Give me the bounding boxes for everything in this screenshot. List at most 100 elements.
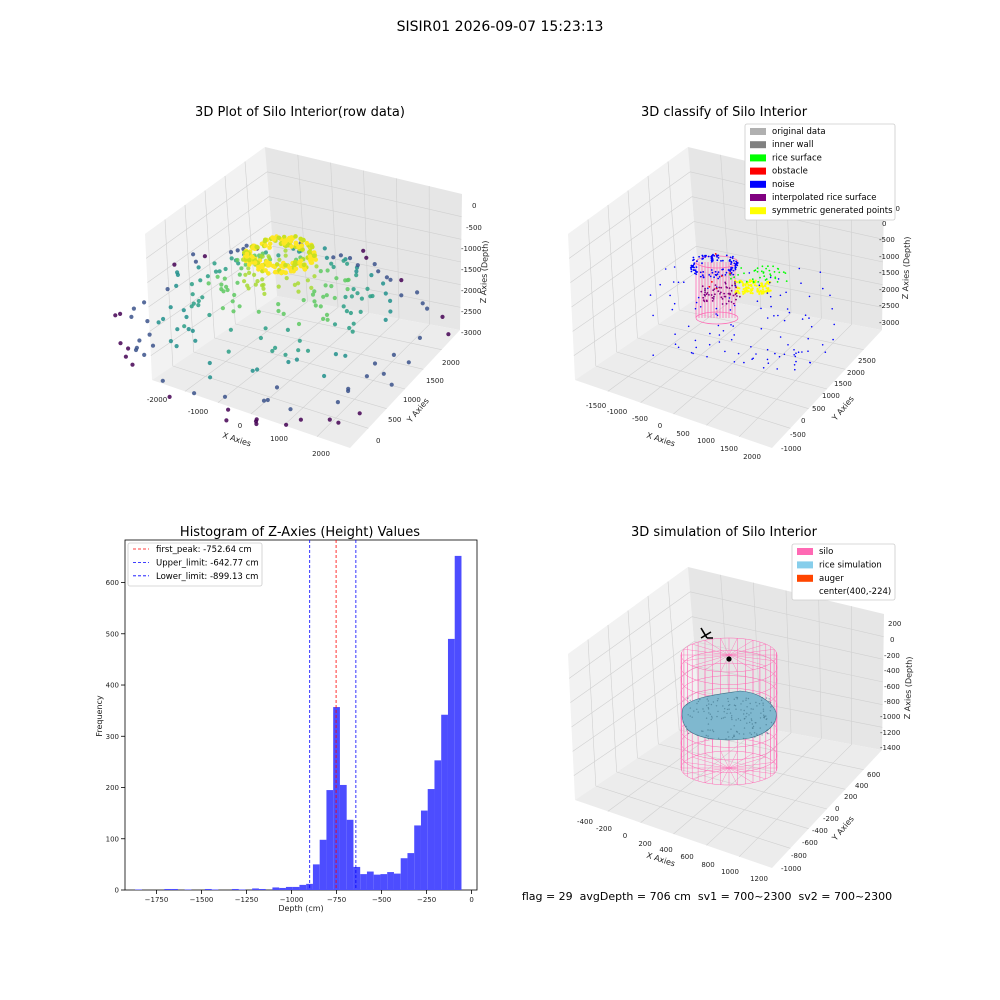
rice-mesh-node <box>703 710 705 713</box>
panel4-rice-surface <box>681 690 777 741</box>
symmetric-point <box>767 287 770 290</box>
noise-point <box>824 351 827 354</box>
rice-mesh-node <box>701 730 703 732</box>
interpolated-point <box>731 284 733 287</box>
histogram-bar <box>312 864 320 890</box>
data-point <box>150 343 156 348</box>
interpolated-point <box>734 281 736 283</box>
data-point <box>288 268 294 274</box>
data-point <box>198 278 203 283</box>
noise-point <box>743 361 745 364</box>
data-point <box>192 391 197 396</box>
panel2-legend-swatch <box>750 194 766 201</box>
panel4-ytick: -200 <box>823 815 839 823</box>
rice-surface-point <box>754 269 757 272</box>
data-point <box>130 362 135 367</box>
rice-mesh-node <box>746 706 748 708</box>
panel1-pane-floor <box>152 296 460 448</box>
noise-point <box>783 353 786 356</box>
data-point <box>341 304 346 309</box>
panel4-xtick: -400 <box>577 818 593 826</box>
panel4-zlabel: Z Axies (Depth) <box>903 656 914 719</box>
panel2-ztick-top: 00 <box>891 205 900 213</box>
data-point <box>200 295 205 300</box>
data-point <box>368 294 373 299</box>
data-point <box>283 262 288 268</box>
silo-spoke <box>728 767 766 780</box>
rice-mesh-node <box>696 708 698 710</box>
rice-mesh-node <box>726 708 729 711</box>
noise-point <box>710 269 713 271</box>
data-point <box>332 322 338 327</box>
rice-mesh-node <box>707 707 709 709</box>
panel3-legend-label: first_peak: -752.64 cm <box>156 545 252 555</box>
rice-mesh-node <box>697 700 700 703</box>
data-point <box>365 286 370 291</box>
data-point <box>244 254 250 259</box>
data-point <box>309 260 315 265</box>
data-point <box>343 294 348 300</box>
histogram-bar <box>326 790 334 890</box>
noise-point <box>718 341 721 343</box>
data-point <box>357 411 362 416</box>
data-point <box>264 259 270 264</box>
noise-point <box>701 257 704 260</box>
data-point <box>305 278 310 283</box>
rice-mesh-node <box>727 700 729 703</box>
noise-point <box>734 284 737 287</box>
rice-mesh-node <box>707 729 709 731</box>
noise-point <box>717 324 720 327</box>
noise-point <box>659 283 661 286</box>
rice-mesh-node <box>749 721 751 724</box>
data-point <box>276 284 281 289</box>
obstacle-point <box>729 272 731 275</box>
data-point <box>311 253 317 258</box>
data-point <box>258 335 263 341</box>
interpolated-point <box>717 290 720 293</box>
data-point <box>324 312 330 317</box>
data-point <box>236 261 241 266</box>
noise-point <box>733 262 736 265</box>
histogram-bar <box>319 839 327 890</box>
panel2-ztick: -2500 <box>879 302 899 310</box>
data-point <box>230 299 235 304</box>
noise-point <box>778 355 781 358</box>
histogram-bar <box>299 884 307 890</box>
y-tick-label: 100 <box>106 835 119 843</box>
data-point <box>321 316 326 321</box>
histogram-bar <box>204 888 212 890</box>
noise-point <box>730 260 733 263</box>
rice-mesh-node <box>737 718 740 720</box>
rice-surface-point <box>751 278 754 281</box>
rice-mesh-node <box>733 698 735 700</box>
symmetric-point <box>758 285 761 288</box>
panel4-ztick: 0 <box>890 636 894 644</box>
data-point <box>267 255 272 260</box>
panel2-legend-swatch <box>750 180 766 188</box>
panel2-ztick: -3000 <box>879 319 899 327</box>
rice-mesh-node <box>761 697 763 699</box>
histogram-bar <box>339 784 347 890</box>
rice-mesh-node <box>729 712 732 714</box>
noise-point <box>669 294 671 297</box>
noise-point <box>767 362 770 365</box>
noise-point <box>693 258 695 261</box>
noise-point <box>769 281 771 284</box>
rice-mesh-node <box>733 704 736 706</box>
noise-point <box>725 271 728 274</box>
data-point <box>252 260 258 266</box>
data-point <box>123 354 128 359</box>
panel2-xlabel: X Axies <box>645 431 676 449</box>
silo-spoke <box>692 756 730 769</box>
panel1-ztick: -500 <box>466 224 482 232</box>
interpolated-point <box>720 296 723 299</box>
silo-ring <box>680 650 778 685</box>
rice-mesh-node <box>707 700 709 702</box>
panel2-xtick: 0 <box>658 422 662 430</box>
data-point <box>324 293 329 298</box>
noise-point <box>649 294 652 296</box>
data-point <box>246 266 251 271</box>
noise-point <box>733 334 735 336</box>
symmetric-point <box>760 284 764 288</box>
noise-point <box>712 253 714 256</box>
